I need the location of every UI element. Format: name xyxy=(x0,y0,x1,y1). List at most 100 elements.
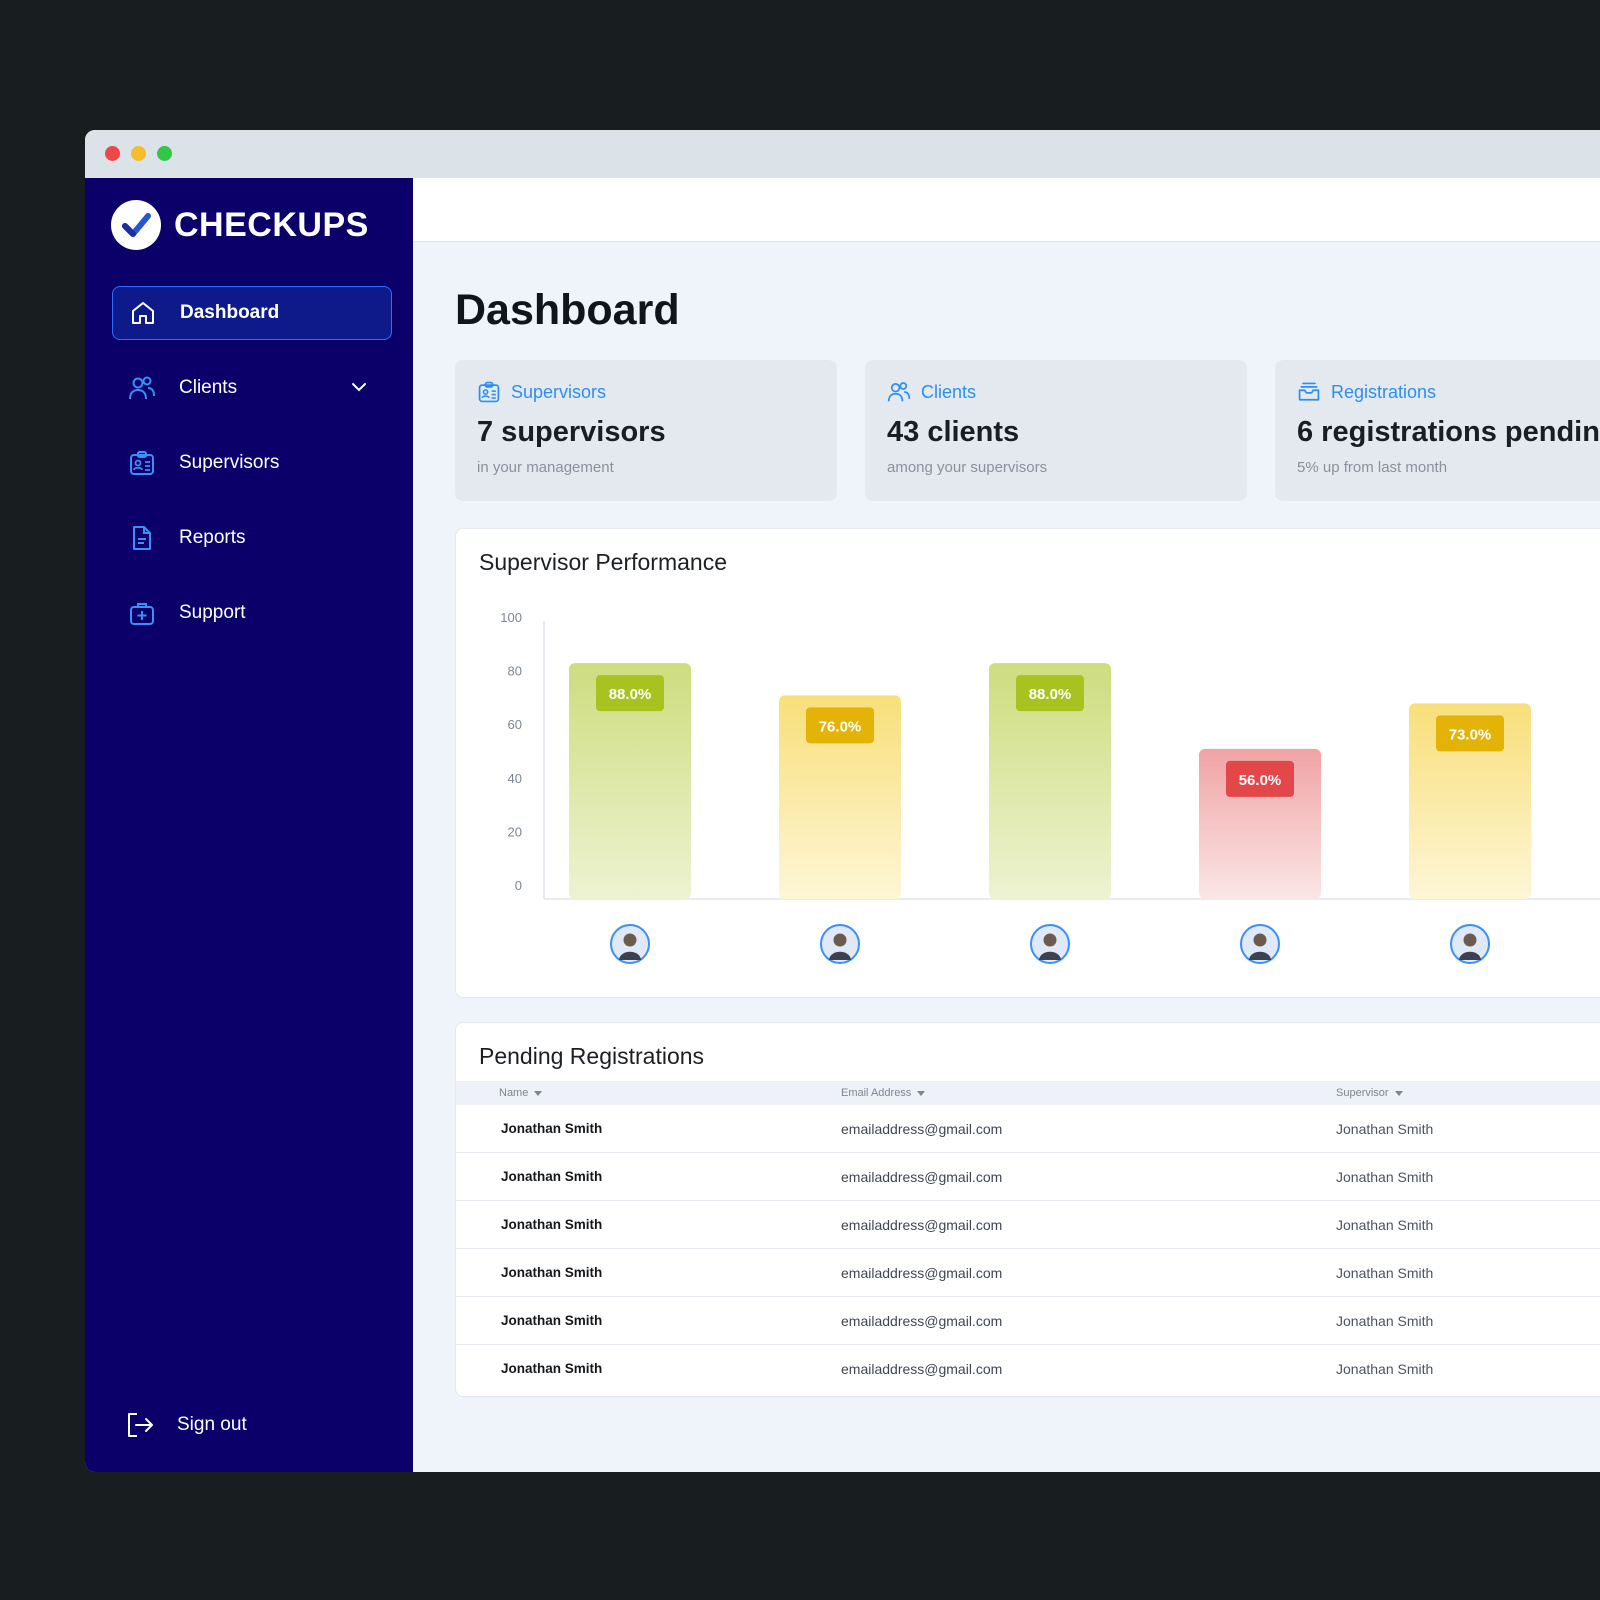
table-row[interactable]: Jonathan Smith emailaddress@gmail.com Jo… xyxy=(456,1345,1600,1393)
table-row[interactable]: Jonathan Smith emailaddress@gmail.com Jo… xyxy=(456,1249,1600,1297)
stat-subtext: in your management xyxy=(477,459,614,476)
home-icon xyxy=(128,298,158,328)
panel-title: Supervisor Performance xyxy=(479,549,727,575)
sign-out-label: Sign out xyxy=(177,1414,247,1435)
stat-label: Supervisors xyxy=(511,381,607,402)
column-header-label: Supervisor xyxy=(1336,1087,1389,1099)
stat-value: 43 clients xyxy=(887,416,1020,448)
y-tick-label: 100 xyxy=(500,610,522,625)
bar-data-label: 88.0% xyxy=(609,686,652,703)
users-icon xyxy=(887,380,911,404)
cell-email: emailaddress@gmail.com xyxy=(841,1361,1003,1377)
avatar-body xyxy=(1039,951,1061,960)
y-tick-label: 40 xyxy=(508,771,522,786)
minimize-window-button[interactable] xyxy=(131,146,146,161)
bar-data-label: 88.0% xyxy=(1029,686,1072,703)
table-row[interactable]: Jonathan Smith emailaddress@gmail.com Jo… xyxy=(456,1105,1600,1153)
inbox-icon xyxy=(1297,380,1321,404)
avatar-head xyxy=(623,933,637,947)
sidebar-item-reports[interactable]: Reports xyxy=(112,511,392,565)
users-icon xyxy=(127,373,157,403)
maximize-window-button[interactable] xyxy=(157,146,172,161)
bar xyxy=(1409,703,1531,899)
sign-out-button[interactable]: Sign out xyxy=(125,1410,247,1440)
cell-name: Jonathan Smith xyxy=(501,1361,603,1376)
y-tick-label: 20 xyxy=(508,824,522,839)
bar-value-badge xyxy=(596,675,664,712)
top-bar xyxy=(413,178,1600,242)
bar xyxy=(989,663,1111,899)
column-header-supervisor[interactable]: Supervisor xyxy=(1336,1087,1403,1099)
sidebar-item-label: Support xyxy=(179,602,246,623)
cell-email: emailaddress@gmail.com xyxy=(841,1121,1003,1137)
sort-caret-icon xyxy=(534,1090,543,1096)
document-icon xyxy=(127,523,157,553)
avatar-head xyxy=(1253,933,1267,947)
sidebar-item-label: Dashboard xyxy=(180,302,280,323)
avatar-body xyxy=(829,951,851,960)
stat-card-clients[interactable]: Clients 43 clients among your supervisor… xyxy=(865,360,1247,501)
sidebar-item-dashboard[interactable]: Dashboard xyxy=(112,286,392,340)
bar-value-badge xyxy=(1226,760,1294,797)
table-header: Name Email Address Supervisor xyxy=(456,1081,1600,1105)
id-badge-icon xyxy=(127,448,157,478)
bar xyxy=(569,663,691,899)
app-name: CHECKUPS xyxy=(174,205,369,244)
performance-bar-chart: 0 20 40 60 80 100 88.0% 76.0% 88.0% 56.0% 73.0% xyxy=(500,610,1600,964)
id-badge-icon xyxy=(477,380,501,404)
y-tick-label: 60 xyxy=(508,717,522,732)
sidebar-item-support[interactable]: Support xyxy=(112,586,392,640)
table-row[interactable]: Jonathan Smith emailaddress@gmail.com Jo… xyxy=(456,1153,1600,1201)
sidebar: CHECKUPS Dashboard Clients Supervisors xyxy=(85,178,413,1472)
table-row[interactable]: Jonathan Smith emailaddress@gmail.com Jo… xyxy=(456,1297,1600,1345)
main-content: Dashboard Supervisors 7 supervisors in y… xyxy=(413,242,1600,1472)
stat-subtext: 5% up from last month xyxy=(1297,459,1448,476)
sidebar-item-supervisors[interactable]: Supervisors xyxy=(112,436,392,490)
supervisor-performance-panel: Supervisor Performance 0 20 40 60 80 100 88.0%… xyxy=(455,528,1600,998)
page-title: Dashboard xyxy=(455,286,680,334)
bar-data-label: 56.0% xyxy=(1239,772,1282,789)
table-row[interactable]: Jonathan Smith emailaddress@gmail.com Jo… xyxy=(456,1201,1600,1249)
cell-email: emailaddress@gmail.com xyxy=(841,1265,1003,1281)
sidebar-item-label: Supervisors xyxy=(179,452,280,473)
avatar-body xyxy=(1459,951,1481,960)
stat-label: Clients xyxy=(921,381,977,402)
cell-email: emailaddress@gmail.com xyxy=(841,1217,1003,1233)
stat-card-registrations[interactable]: Registrations 6 registrations pending 5%… xyxy=(1275,360,1600,501)
cell-supervisor: Jonathan Smith xyxy=(1336,1361,1434,1377)
sign-out-icon xyxy=(125,1410,155,1440)
bar-value-badge xyxy=(806,707,874,744)
stat-subtext: among your supervisors xyxy=(887,459,1048,476)
avatar-head xyxy=(1463,933,1477,947)
cell-supervisor: Jonathan Smith xyxy=(1336,1265,1434,1281)
avatar-body xyxy=(619,951,641,960)
cell-name: Jonathan Smith xyxy=(501,1121,603,1136)
sidebar-item-label: Reports xyxy=(179,527,246,548)
cell-supervisor: Jonathan Smith xyxy=(1336,1169,1434,1185)
bar xyxy=(779,695,901,899)
checkmark-logo-icon xyxy=(111,200,161,250)
cell-name: Jonathan Smith xyxy=(501,1313,603,1328)
column-header-label: Email Address xyxy=(841,1087,912,1099)
window-titlebar xyxy=(85,130,1600,178)
bar-value-badge xyxy=(1436,715,1504,752)
y-tick-label: 80 xyxy=(508,664,522,679)
cell-supervisor: Jonathan Smith xyxy=(1336,1121,1434,1137)
cell-email: emailaddress@gmail.com xyxy=(841,1313,1003,1329)
column-header-name[interactable]: Name xyxy=(499,1087,543,1099)
bar-value-badge xyxy=(1016,675,1084,712)
bar-data-label: 73.0% xyxy=(1449,726,1492,743)
app-logo[interactable]: CHECKUPS xyxy=(111,200,369,250)
y-tick-label: 0 xyxy=(515,878,522,893)
cell-supervisor: Jonathan Smith xyxy=(1336,1217,1434,1233)
column-header-label: Name xyxy=(499,1087,529,1099)
sidebar-item-clients[interactable]: Clients xyxy=(112,361,392,415)
pending-registrations-panel: Pending Registrations Name Email Address… xyxy=(455,1022,1600,1397)
chevron-down-icon[interactable] xyxy=(350,378,368,402)
column-header-email[interactable]: Email Address xyxy=(841,1087,926,1099)
sort-caret-icon xyxy=(917,1090,926,1096)
stat-card-supervisors[interactable]: Supervisors 7 supervisors in your manage… xyxy=(455,360,837,501)
close-window-button[interactable] xyxy=(105,146,120,161)
cell-name: Jonathan Smith xyxy=(501,1217,603,1232)
stat-value: 6 registrations pending xyxy=(1297,416,1600,448)
